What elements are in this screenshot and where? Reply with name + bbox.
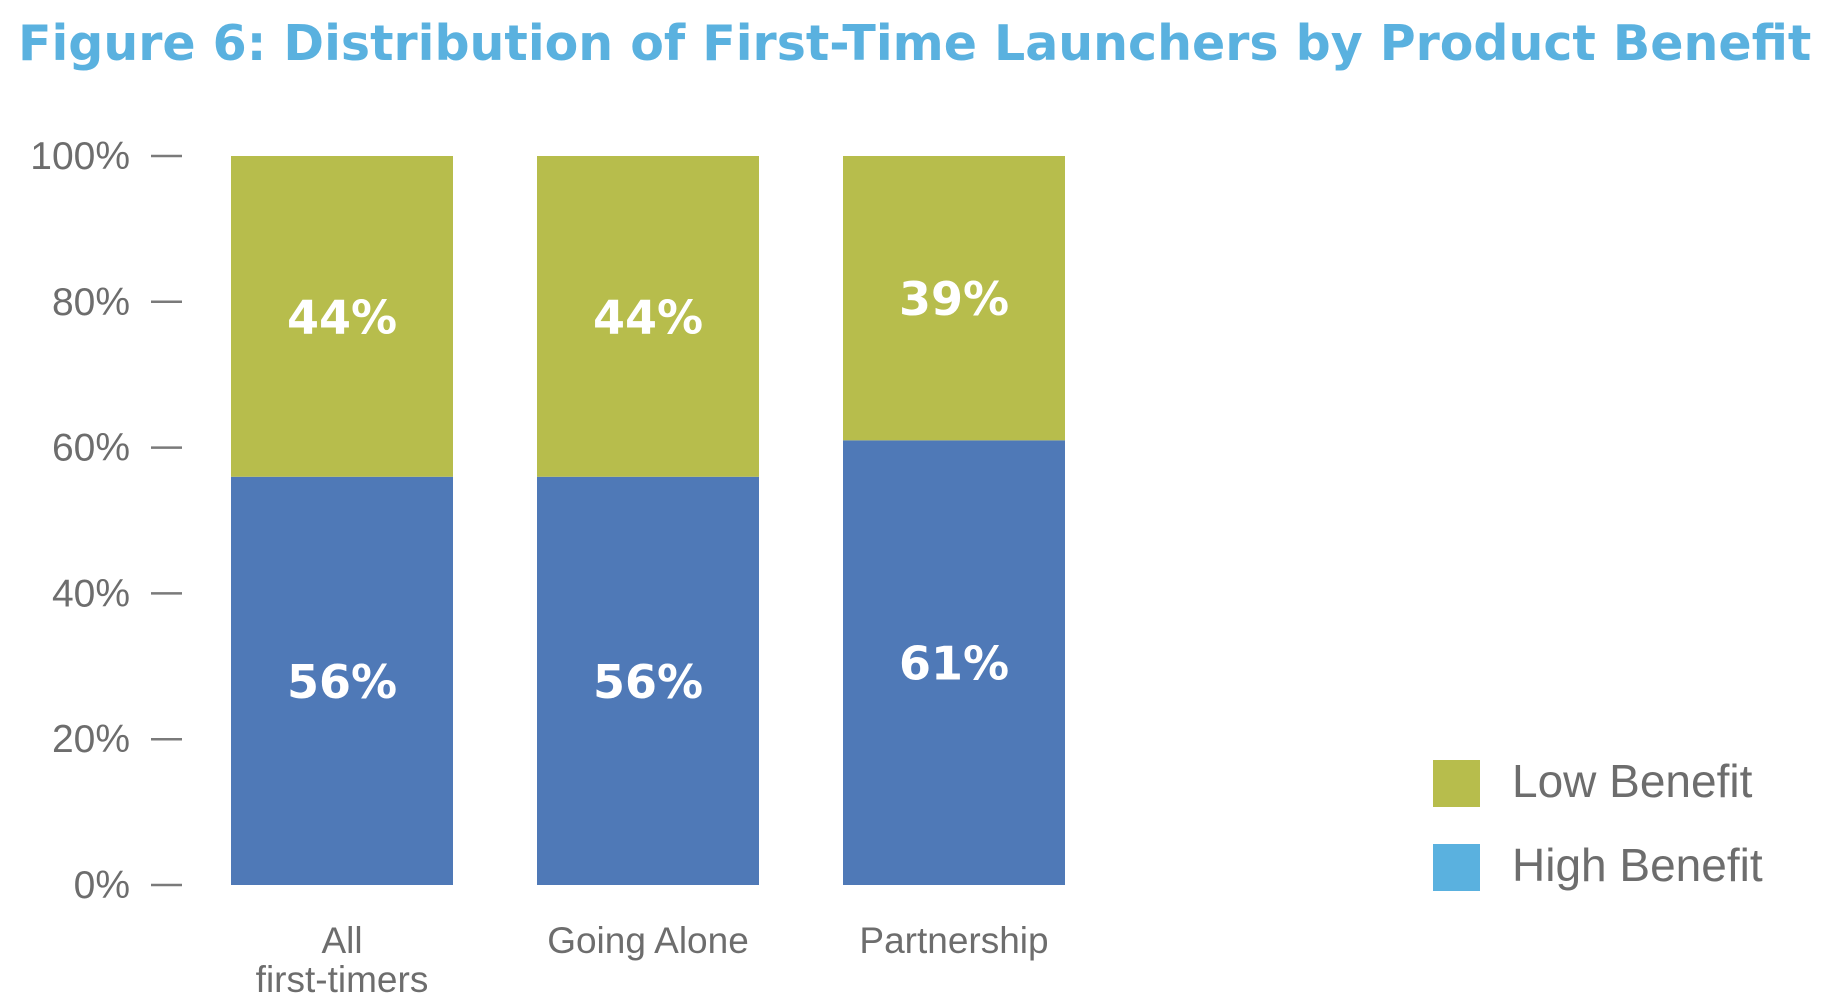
y-tick-label: 40% [52,572,130,615]
bar-segment-low-benefit [843,156,1065,441]
chart-title: Figure 6: Distribution of First-Time Lau… [18,15,1812,72]
bar-value-label: 56% [593,655,703,709]
x-tick-label: Partnership [859,920,1048,961]
legend-label: Low Benefit [1512,755,1753,807]
legend-swatch [1433,844,1480,891]
bar-segment-high-benefit [843,440,1065,885]
bar-value-label: 44% [593,290,703,344]
x-tick-label: Going Alone [547,920,749,961]
y-tick-label: 80% [52,281,130,324]
x-tick-label: first-timers [256,959,429,1000]
legend: Low Benefit High Benefit [1433,755,1763,891]
y-tick-label: 0% [74,864,130,907]
bar-segment-low-benefit [537,156,759,477]
y-tick-label: 60% [52,427,130,470]
bar-value-label: 44% [287,290,397,344]
bar-segment-low-benefit [231,156,453,477]
x-tick-label: All [321,920,362,961]
y-axis: 0% 20% 40% 60% 80% 100% [30,135,182,907]
y-tick-label: 20% [52,718,130,761]
y-tick-label: 100% [30,135,130,178]
bar-value-label: 61% [899,637,1009,691]
bar-segment-high-benefit [537,476,759,885]
bar-value-label: 39% [899,272,1009,326]
bar-segment-high-benefit [231,476,453,885]
legend-swatch [1433,760,1480,807]
legend-label: High Benefit [1512,839,1763,891]
bars: 56% 44% 56% 44% 61% 39% [231,156,1065,885]
bar-value-label: 56% [287,655,397,709]
